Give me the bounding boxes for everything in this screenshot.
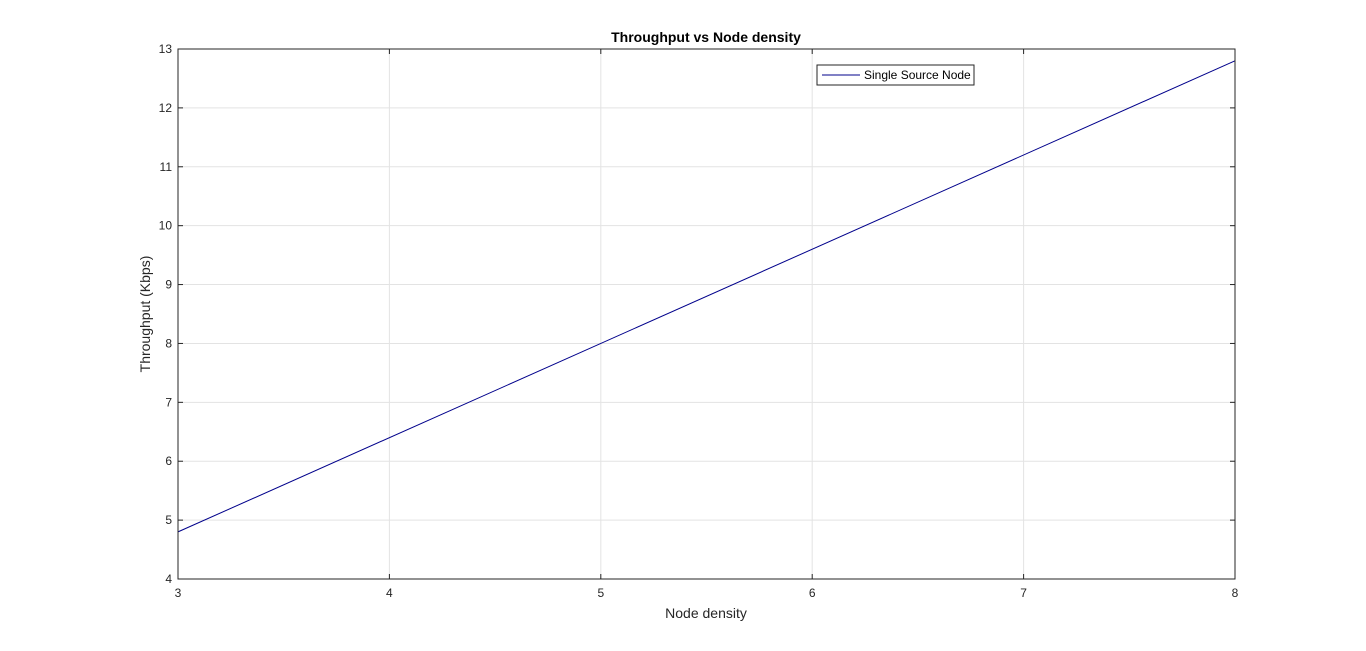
y-tick-label: 7: [165, 395, 172, 409]
x-tick-label: 3: [175, 586, 182, 600]
y-tick-label: 5: [165, 513, 172, 527]
series-line: [177, 60, 1236, 533]
axis-ticks: [177, 48, 1236, 580]
y-tick-label: 13: [159, 42, 173, 56]
x-tick-label: 4: [386, 586, 393, 600]
x-tick-label: 7: [1020, 586, 1027, 600]
y-tick-label: 10: [159, 219, 173, 233]
y-tick-label: 9: [165, 278, 172, 292]
y-tick-label: 12: [159, 101, 173, 115]
y-tick-label: 8: [165, 336, 172, 350]
y-tick-label: 11: [160, 160, 173, 174]
y-axis-label: Throughput (Kbps): [137, 256, 153, 373]
plot-frame: [177, 48, 1236, 580]
legend-label: Single Source Node: [864, 68, 971, 82]
series-layer: [177, 60, 1236, 533]
x-axis-label: Node density: [665, 605, 747, 621]
y-tick-label: 6: [165, 454, 172, 468]
x-tick-label: 5: [597, 586, 604, 600]
legend: Single Source Node: [816, 64, 975, 86]
x-tick-label: 8: [1232, 586, 1239, 600]
plot-area: [178, 49, 1235, 579]
x-tick-label: 6: [809, 586, 816, 600]
legend-box: [816, 64, 975, 86]
y-tick-label: 4: [165, 572, 172, 586]
chart-title: Throughput vs Node density: [611, 29, 801, 45]
